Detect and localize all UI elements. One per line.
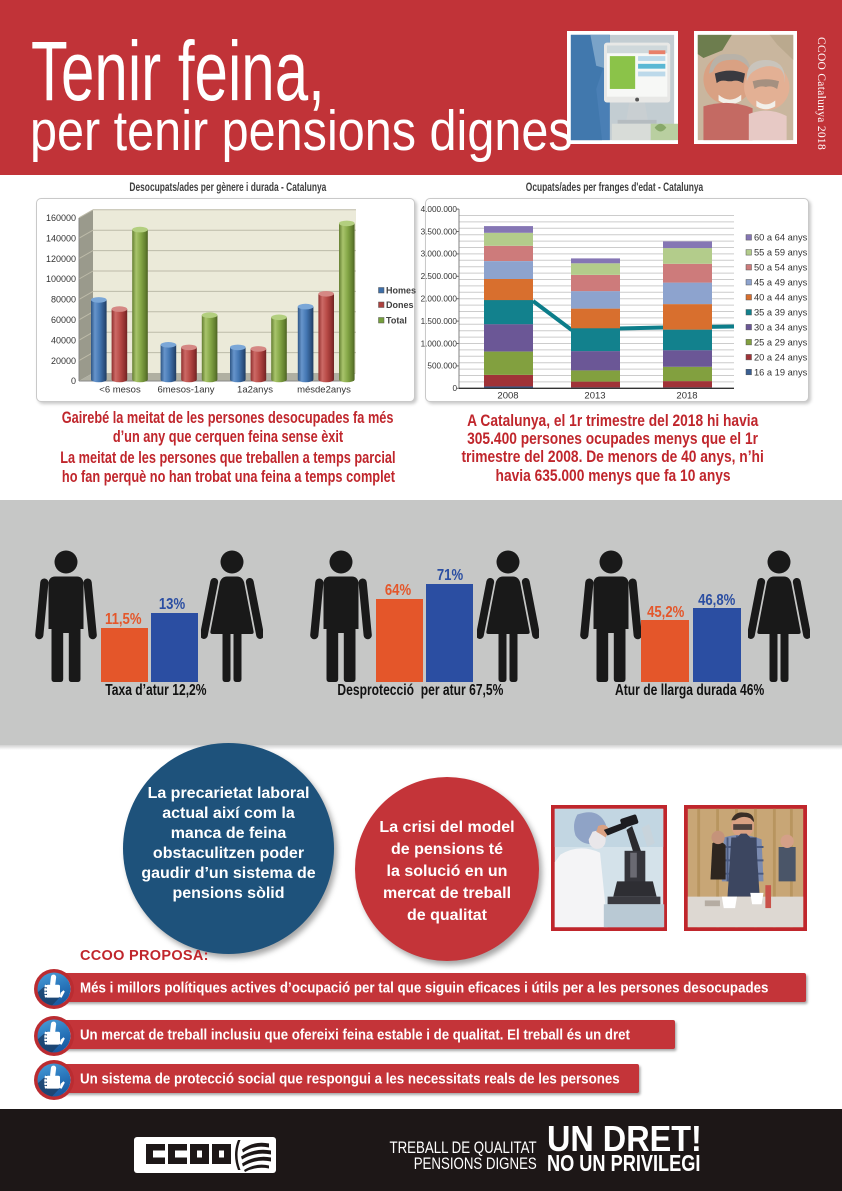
svg-text:120000: 120000	[46, 254, 76, 264]
svg-text:100000: 100000	[46, 274, 76, 284]
svg-text:2018: 2018	[676, 391, 697, 402]
svg-text:500.000: 500.000	[427, 362, 457, 371]
svg-text:3.000.000: 3.000.000	[421, 250, 458, 259]
svg-text:2008: 2008	[497, 391, 518, 402]
svg-text:1.000.000: 1.000.000	[421, 339, 458, 348]
svg-text:4.000.000: 4.000.000	[421, 205, 458, 214]
svg-text:140000: 140000	[46, 233, 76, 243]
svg-text:3.500.000: 3.500.000	[421, 227, 458, 236]
svg-text:35 a 39 anys: 35 a 39 anys	[754, 308, 808, 318]
svg-text:45 a 49 anys: 45 a 49 anys	[754, 278, 808, 288]
svg-text:50 a 54 anys: 50 a 54 anys	[754, 263, 808, 273]
svg-text:60 a 64 anys: 60 a 64 anys	[754, 233, 808, 243]
svg-text:1a2anys: 1a2anys	[237, 385, 273, 396]
svg-text:20000: 20000	[51, 356, 76, 366]
svg-text:Homes: Homes	[386, 286, 416, 296]
svg-text:60000: 60000	[51, 315, 76, 325]
svg-text:160000: 160000	[46, 213, 76, 223]
svg-text:1.500.000: 1.500.000	[421, 317, 458, 326]
svg-text:20 a 24 anys: 20 a 24 anys	[754, 352, 808, 362]
svg-text:Dones: Dones	[386, 300, 414, 310]
svg-text:<6 mesos: <6 mesos	[99, 385, 141, 396]
svg-text:0: 0	[452, 384, 457, 393]
svg-text:2013: 2013	[584, 391, 605, 402]
svg-text:40000: 40000	[51, 335, 76, 345]
svg-text:25 a 29 anys: 25 a 29 anys	[754, 337, 808, 347]
svg-text:80000: 80000	[51, 295, 76, 305]
svg-text:0: 0	[71, 376, 76, 386]
svg-text:16 a 19 anys: 16 a 19 anys	[754, 367, 808, 377]
svg-text:40 a 44 anys: 40 a 44 anys	[754, 293, 808, 303]
svg-text:Total: Total	[386, 316, 407, 326]
svg-text:6mesos-1any: 6mesos-1any	[157, 385, 214, 396]
svg-text:55 a 59 anys: 55 a 59 anys	[754, 248, 808, 258]
svg-text:30 a 34 anys: 30 a 34 anys	[754, 322, 808, 332]
svg-text:2.500.000: 2.500.000	[421, 272, 458, 281]
svg-text:mésde2anys: mésde2anys	[297, 385, 351, 396]
svg-text:2.000.000: 2.000.000	[421, 295, 458, 304]
